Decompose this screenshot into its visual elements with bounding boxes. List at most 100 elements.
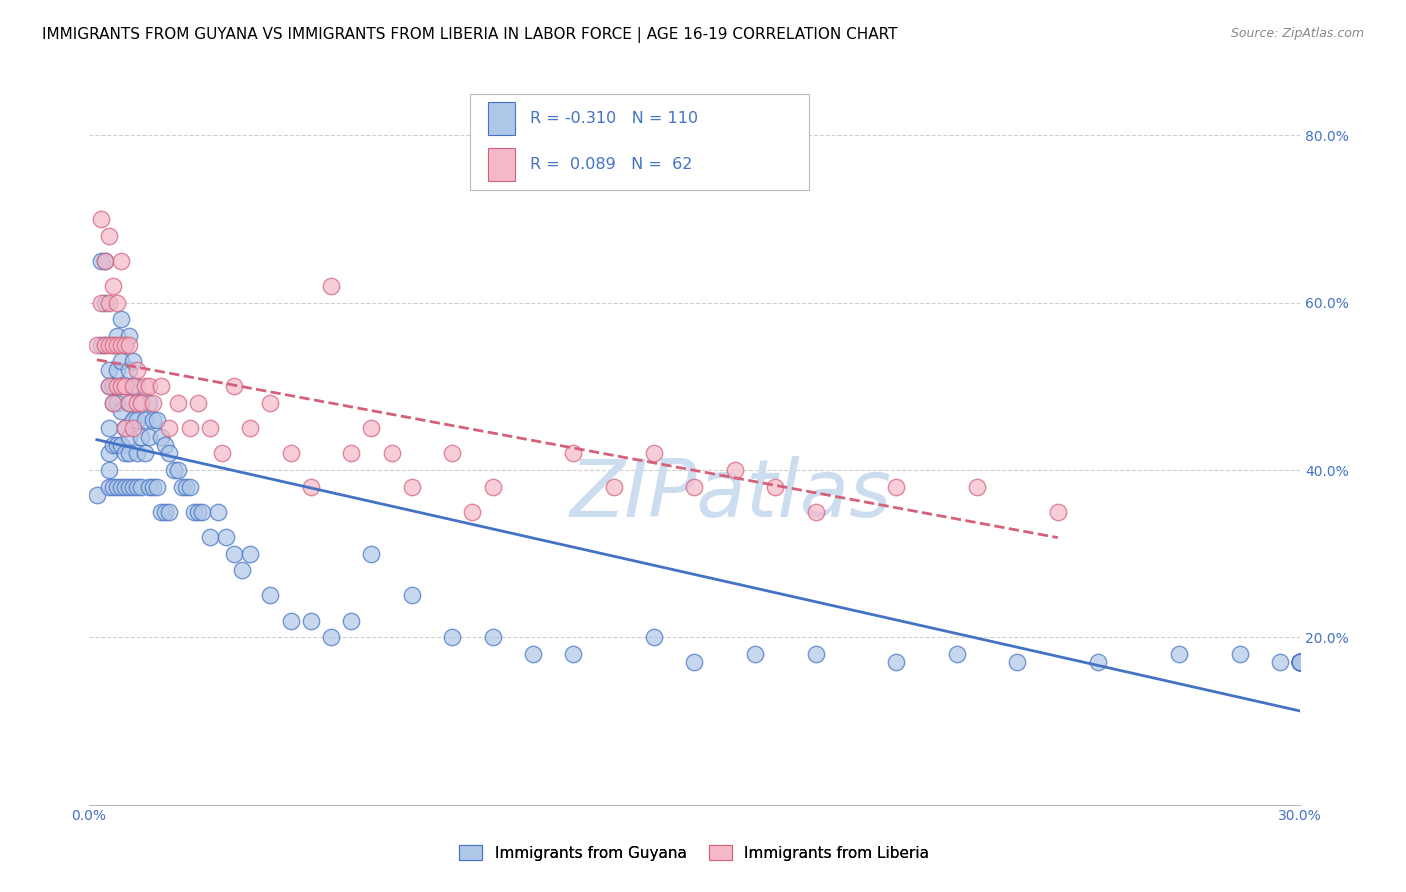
Point xyxy=(146,480,169,494)
Point xyxy=(101,396,124,410)
Point xyxy=(643,446,665,460)
Point xyxy=(118,396,141,410)
Point xyxy=(198,530,221,544)
Point xyxy=(105,362,128,376)
Point xyxy=(94,295,117,310)
Point xyxy=(562,446,585,460)
Point xyxy=(1046,505,1069,519)
Point xyxy=(129,480,152,494)
Point xyxy=(114,446,136,460)
Point xyxy=(159,505,181,519)
Point xyxy=(259,396,281,410)
Point xyxy=(118,329,141,343)
Point xyxy=(110,379,132,393)
FancyBboxPatch shape xyxy=(471,95,810,190)
Point xyxy=(159,446,181,460)
Point xyxy=(101,337,124,351)
Legend: Immigrants from Guyana, Immigrants from Liberia: Immigrants from Guyana, Immigrants from … xyxy=(453,838,935,867)
Point xyxy=(110,337,132,351)
Point xyxy=(441,630,464,644)
Point xyxy=(187,396,209,410)
Point xyxy=(127,379,149,393)
Point xyxy=(110,379,132,393)
Point xyxy=(522,170,544,185)
Point xyxy=(174,480,197,494)
Point xyxy=(118,337,141,351)
Point xyxy=(122,421,145,435)
Point xyxy=(110,354,132,368)
Point xyxy=(481,630,503,644)
Point xyxy=(280,614,302,628)
Point xyxy=(179,421,201,435)
Point xyxy=(114,379,136,393)
Point xyxy=(1268,656,1291,670)
Point xyxy=(966,480,988,494)
Point xyxy=(90,253,112,268)
Point xyxy=(381,446,404,460)
Point xyxy=(231,563,253,577)
Point xyxy=(105,396,128,410)
Point xyxy=(150,379,173,393)
Point xyxy=(179,480,201,494)
FancyBboxPatch shape xyxy=(488,148,515,181)
Text: R = -0.310   N = 110: R = -0.310 N = 110 xyxy=(530,112,697,126)
Point xyxy=(1289,656,1312,670)
Point xyxy=(134,379,156,393)
Point xyxy=(340,614,363,628)
Point xyxy=(127,396,149,410)
Point xyxy=(946,647,969,661)
Point xyxy=(101,396,124,410)
Text: R =  0.089   N =  62: R = 0.089 N = 62 xyxy=(530,157,692,172)
Point xyxy=(150,429,173,443)
Point xyxy=(259,589,281,603)
Point xyxy=(114,337,136,351)
Point xyxy=(127,413,149,427)
Text: ZIPatlas: ZIPatlas xyxy=(569,457,891,534)
Point xyxy=(90,337,112,351)
Point xyxy=(170,480,193,494)
Point xyxy=(1289,656,1312,670)
Point xyxy=(1289,656,1312,670)
Point xyxy=(1289,656,1312,670)
Point xyxy=(110,312,132,326)
Point xyxy=(884,656,907,670)
Point xyxy=(239,547,262,561)
Point xyxy=(118,396,141,410)
Point xyxy=(138,480,160,494)
Point xyxy=(1087,656,1109,670)
Point xyxy=(94,253,117,268)
Point xyxy=(744,647,766,661)
Point xyxy=(101,438,124,452)
Point xyxy=(1168,647,1191,661)
Point xyxy=(94,337,117,351)
Point xyxy=(522,647,544,661)
Point xyxy=(97,446,120,460)
Point xyxy=(122,480,145,494)
Point xyxy=(183,505,205,519)
Point xyxy=(114,337,136,351)
Point xyxy=(239,421,262,435)
Point xyxy=(683,480,706,494)
Point xyxy=(94,337,117,351)
Point xyxy=(118,480,141,494)
Point xyxy=(724,463,747,477)
Point xyxy=(142,413,165,427)
Point xyxy=(138,396,160,410)
Point xyxy=(1289,656,1312,670)
Point xyxy=(299,480,322,494)
Point xyxy=(155,505,177,519)
Point xyxy=(94,253,117,268)
Point xyxy=(134,413,156,427)
Point xyxy=(118,446,141,460)
Point xyxy=(97,295,120,310)
Point xyxy=(101,279,124,293)
Point xyxy=(105,295,128,310)
Point xyxy=(191,505,214,519)
Point xyxy=(155,438,177,452)
Text: IMMIGRANTS FROM GUYANA VS IMMIGRANTS FROM LIBERIA IN LABOR FORCE | AGE 16-19 COR: IMMIGRANTS FROM GUYANA VS IMMIGRANTS FRO… xyxy=(42,27,897,43)
Point xyxy=(97,480,120,494)
Point xyxy=(110,438,132,452)
Point xyxy=(602,480,624,494)
Point xyxy=(401,480,423,494)
Point xyxy=(97,362,120,376)
